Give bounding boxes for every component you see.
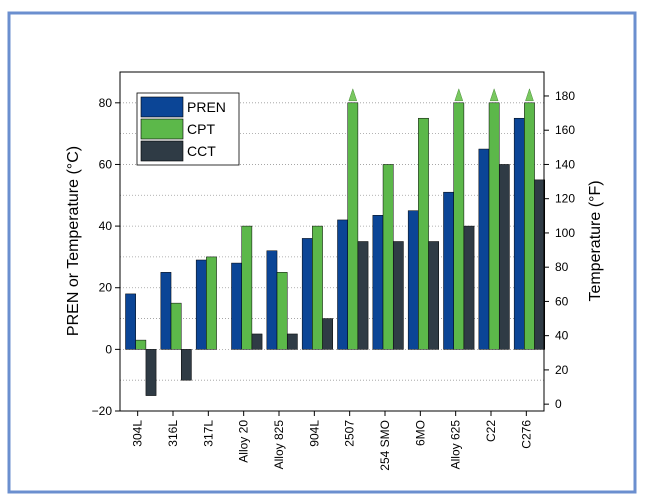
bar-cpt [170,302,182,350]
x-tick-label: 304L [131,420,145,447]
bar-cct [145,349,157,396]
x-axis: 304L 316L 317L Alloy 20 Alloy 825 904L 2507 254… [131,411,533,471]
above-range-arrow-marker [489,88,499,102]
bar-pren [231,262,242,350]
left-tick-label: 60 [99,157,113,171]
right-tick-label: 140 [555,157,575,171]
left-tick-label: 20 [99,281,113,295]
legend-swatch-cct [140,140,184,162]
bar-cct [498,164,510,350]
bar-pren [407,210,419,350]
above-range-arrow-marker [525,88,534,102]
right-tick-label: 40 [555,329,569,343]
bars [125,102,546,396]
x-tick-label: Alloy 825 [272,420,286,470]
x-tick-label: 904L [307,420,321,447]
bar-pren [513,117,525,350]
right-tick-label: 60 [555,294,569,308]
right-tick-label: 0 [555,397,562,411]
bar-cpt [206,256,217,350]
x-tick-label: Alloy 625 [449,420,463,470]
x-tick-label: 6MO [413,420,427,446]
x-tick-label: 254 SMO [378,420,392,471]
bar-pren [301,238,313,350]
legend-label-cpt: CPT [187,121,215,137]
above-range-markers [348,88,534,102]
bar-pren [266,250,278,350]
left-tick-label: 0 [105,342,112,356]
bar-pren [337,219,348,350]
bar-cct [534,179,546,350]
bar-pren [478,148,490,350]
bar-cpt [382,164,394,350]
above-range-arrow-marker [348,88,358,102]
left-axis-title: PREN or Temperature (°C) [65,146,82,336]
left-y-axis: −20 0 20 40 60 80 [92,96,120,418]
bar-pren [195,259,207,350]
right-tick-label: 120 [555,192,575,206]
x-tick-label: C276 [519,420,533,449]
bar-cct [463,225,475,350]
left-tick-label: 80 [99,96,113,110]
x-tick-label: C22 [484,420,498,442]
x-tick-label: Alloy 20 [237,420,251,463]
x-tick-label: 316L [166,420,180,447]
bar-pren [443,191,454,350]
bar-cct [392,241,404,350]
bar-cpt [418,117,429,350]
right-tick-label: 20 [555,363,569,377]
left-tick-label: −20 [92,404,113,418]
bar-pren [160,272,172,350]
bar-cpt [524,102,535,350]
legend: PREN CPT CCT [136,92,240,166]
right-tick-label: 100 [555,226,575,240]
bar-cct [322,318,334,350]
legend-label-cct: CCT [187,143,216,159]
bar-cpt [241,225,253,350]
x-tick-label: 2507 [343,420,357,447]
bar-cpt [453,102,465,350]
x-tick-label: 317L [201,420,215,447]
above-range-arrow-marker [454,88,464,102]
bar-cct [357,241,369,350]
bar-cct [286,333,298,350]
right-tick-label: 80 [555,260,569,274]
left-tick-label: 40 [99,219,113,233]
bar-pren [125,293,136,350]
legend-label-pren: PREN [187,99,226,115]
bar-cpt [488,102,500,350]
bar-cpt [347,102,359,350]
right-tick-label: 160 [555,123,575,137]
plot-area [119,71,545,412]
right-axis-title: Temperature (°F) [587,180,604,301]
bar-cct [180,349,192,381]
bar-cpt [135,339,147,350]
right-y-axis: 0 20 40 60 80 100 120 140 160 180 [544,89,575,411]
legend-swatch-pren [140,96,184,118]
bar-cct [251,333,263,350]
bar-cpt [312,225,323,350]
bar-cct [428,241,440,350]
right-tick-label: 180 [555,89,575,103]
bar-cpt [276,272,288,350]
bar-pren [372,215,384,350]
legend-swatch-cpt [140,118,184,140]
